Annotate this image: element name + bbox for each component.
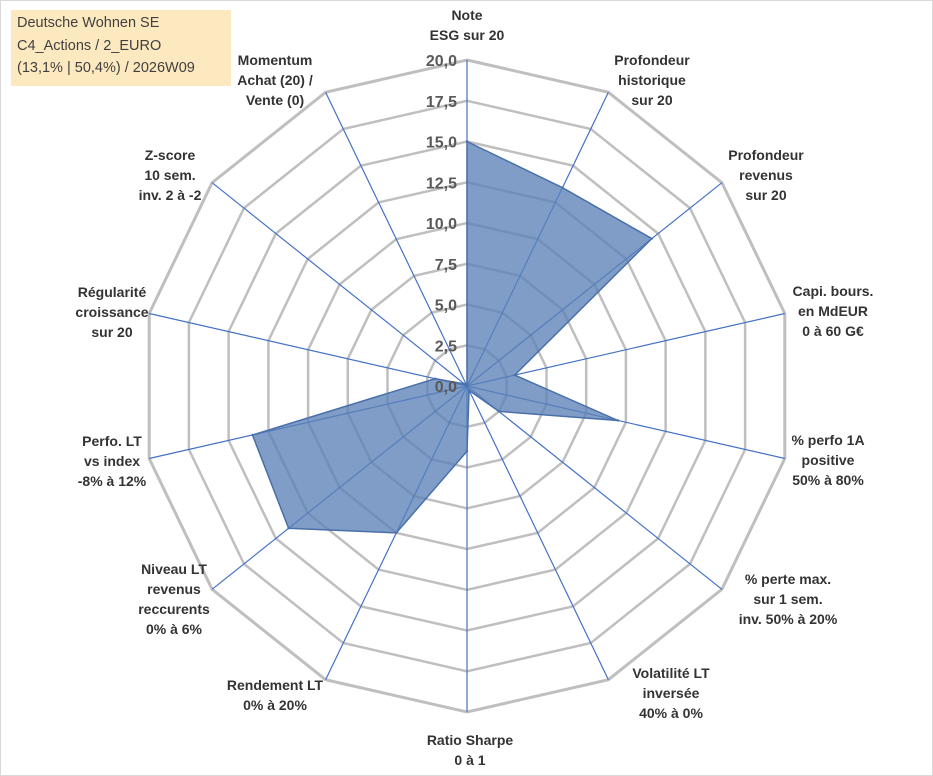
- axis-label-line: Achat (20) /: [237, 72, 313, 88]
- data-point-9: [395, 531, 398, 535]
- axis-label-line: Profondeur: [614, 52, 690, 68]
- chart-title-line-2: C4_Actions / 2_EURO: [17, 37, 162, 54]
- axis-label-line: -8% à 12%: [78, 473, 147, 489]
- axis-label-line: ESG sur 20: [430, 27, 505, 43]
- axis-label-line: Vente (0): [246, 92, 304, 108]
- axis-label-1: Note ESG sur 20: [430, 7, 505, 43]
- axis-label-line: Perfo. LT: [82, 433, 142, 449]
- series-area: [251, 140, 654, 535]
- axis-spoke-6: [466, 385, 723, 590]
- axis-label-line: 0% à 20%: [243, 697, 307, 713]
- data-point-4: [513, 373, 516, 377]
- axis-label-10: Niveau LT revenus reccurents 0% à 6%: [138, 561, 210, 637]
- tick-labels: 0,0 2,5 5,0 7,5 10,0 12,5 15,0 17,5 20,0: [426, 53, 457, 396]
- axis-label-line: 40% à 0%: [639, 705, 703, 721]
- axis-label-line: sur 20: [745, 187, 786, 203]
- axis-label-line: revenus: [147, 581, 201, 597]
- axis-label-line: vs index: [84, 453, 140, 469]
- data-point-10: [287, 527, 290, 530]
- tick-label: 10,0: [426, 216, 457, 233]
- axis-label-3: Profondeur revenus sur 20: [728, 147, 804, 203]
- axis-label-line: Momentum: [238, 52, 313, 68]
- axis-label-line: revenus: [739, 167, 793, 183]
- axis-label-7: Volatilité LT inversée 40% à 0%: [632, 665, 710, 721]
- axis-label-line: 0 à 60 G€: [802, 323, 864, 339]
- axis-spoke-14: [325, 92, 468, 387]
- axis-label-line: Note: [451, 7, 482, 23]
- axis-spoke-4: [466, 312, 785, 387]
- axis-label-line: positive: [802, 452, 855, 468]
- axis-label-12: Régularité croissance sur 20: [75, 284, 148, 340]
- axis-label-line: Profondeur: [728, 147, 804, 163]
- axis-label-line: historique: [618, 72, 686, 88]
- axis-label-line: sur 1 sem.: [753, 591, 822, 607]
- axis-label-11: Perfo. LT vs index -8% à 12%: [78, 433, 147, 489]
- axis-label-13: Z-score 10 sem. inv. 2 à -2: [139, 147, 202, 203]
- data-point-3: [650, 237, 653, 240]
- data-point-14: [465, 384, 469, 388]
- data-point-13: [463, 382, 466, 386]
- data-point-7: [467, 389, 471, 392]
- tick-label: 0,0: [435, 379, 457, 396]
- tick-label: 7,5: [435, 257, 457, 274]
- data-point-1: [465, 140, 469, 143]
- axis-spoke-7: [466, 385, 609, 680]
- axis-label-line: Z-score: [145, 147, 196, 163]
- axis-label-line: 0 à 1: [454, 752, 485, 768]
- tick-label: 17,5: [426, 94, 457, 111]
- data-point-6: [497, 410, 501, 413]
- data-point-5: [616, 419, 620, 422]
- tick-label: 12,5: [426, 175, 457, 192]
- axis-label-line: 10 sem.: [144, 167, 195, 183]
- axis-labels: Note ESG sur 20 Profondeur historique sur 20…: [75, 7, 873, 768]
- axis-label-line: sur 20: [631, 92, 672, 108]
- tick-label: 15,0: [426, 135, 457, 152]
- series-polygon: [251, 140, 654, 534]
- axis-label-line: sur 20: [91, 324, 132, 340]
- axis-label-line: inversée: [643, 685, 700, 701]
- tick-label: 20,0: [426, 53, 457, 70]
- axis-label-line: 0% à 6%: [146, 621, 203, 637]
- axis-label-line: inv. 50% à 20%: [739, 611, 838, 627]
- data-point-8: [465, 450, 469, 453]
- axis-label-line: inv. 2 à -2: [139, 187, 202, 203]
- axis-label-14: Momentum Achat (20) / Vente (0): [237, 52, 313, 108]
- axis-label-line: % perte max.: [745, 571, 831, 587]
- data-point-2: [561, 186, 564, 189]
- axis-label-line: Ratio Sharpe: [427, 732, 514, 748]
- axis-label-line: Capi. bours.: [793, 283, 874, 299]
- chart-title-line-1: Deutsche Wohnen SE: [17, 15, 160, 31]
- axis-label-line: 50% à 80%: [792, 472, 864, 488]
- tick-label: 5,0: [435, 298, 457, 315]
- axis-label-line: reccurents: [138, 601, 210, 617]
- axis-label-2: Profondeur historique sur 20: [614, 52, 690, 108]
- axis-label-line: % perfo 1A: [791, 432, 864, 448]
- axis-label-line: croissance: [75, 304, 148, 320]
- axis-label-6: % perte max. sur 1 sem. inv. 50% à 20%: [739, 571, 838, 627]
- axis-spoke-12: [149, 312, 468, 387]
- tick-label: 2,5: [435, 338, 457, 355]
- axis-label-line: Niveau LT: [141, 561, 207, 577]
- axis-label-9: Rendement LT 0% à 20%: [227, 677, 324, 713]
- axis-spoke-13: [211, 182, 468, 387]
- axis-label-line: en MdEUR: [798, 303, 868, 319]
- data-point-12: [434, 377, 437, 380]
- data-point-11: [251, 433, 254, 437]
- axis-label-8: Ratio Sharpe 0 à 1: [427, 732, 514, 768]
- chart-title-box: Deutsche Wohnen SE C4_Actions / 2_EURO (…: [11, 10, 231, 86]
- axis-label-4: Capi. bours. en MdEUR 0 à 60 G€: [793, 283, 874, 339]
- axis-label-5: % perfo 1A positive 50% à 80%: [791, 432, 864, 488]
- axis-label-line: Rendement LT: [227, 677, 324, 693]
- axis-label-line: Régularité: [78, 284, 147, 300]
- chart-title-line-3: (13,1% | 50,4%) / 2026W09: [17, 60, 195, 76]
- axis-label-line: Volatilité LT: [632, 665, 710, 681]
